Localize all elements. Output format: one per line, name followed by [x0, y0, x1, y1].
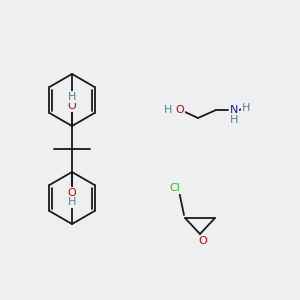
Text: O: O	[68, 188, 76, 198]
Text: N: N	[230, 105, 238, 115]
Text: H: H	[230, 115, 238, 125]
Text: O: O	[199, 236, 207, 246]
Text: H: H	[68, 92, 76, 102]
Text: H: H	[242, 103, 250, 113]
Text: H: H	[164, 105, 172, 115]
Text: O: O	[68, 101, 76, 111]
Text: O: O	[176, 105, 184, 115]
Text: H: H	[68, 197, 76, 207]
Text: Cl: Cl	[169, 183, 180, 193]
